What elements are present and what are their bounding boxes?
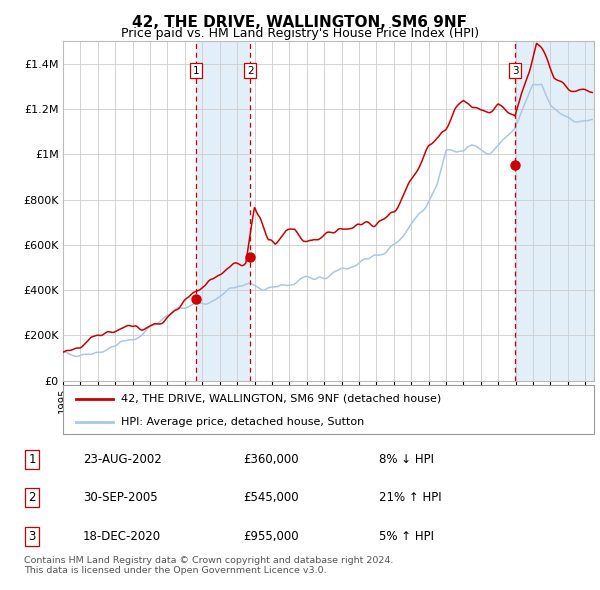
Text: 42, THE DRIVE, WALLINGTON, SM6 9NF: 42, THE DRIVE, WALLINGTON, SM6 9NF [133, 15, 467, 30]
Text: £545,000: £545,000 [244, 491, 299, 504]
Text: 23-AUG-2002: 23-AUG-2002 [83, 453, 161, 466]
Bar [196, 41, 250, 381]
Text: 18-DEC-2020: 18-DEC-2020 [83, 530, 161, 543]
FancyBboxPatch shape [63, 385, 594, 434]
Text: 21% ↑ HPI: 21% ↑ HPI [379, 491, 442, 504]
Text: 1: 1 [193, 65, 199, 76]
Text: £360,000: £360,000 [244, 453, 299, 466]
Text: Price paid vs. HM Land Registry's House Price Index (HPI): Price paid vs. HM Land Registry's House … [121, 27, 479, 40]
Bar [515, 41, 594, 381]
Text: £955,000: £955,000 [244, 530, 299, 543]
Text: 3: 3 [28, 530, 36, 543]
Text: Contains HM Land Registry data © Crown copyright and database right 2024.
This d: Contains HM Land Registry data © Crown c… [24, 556, 394, 575]
Text: HPI: Average price, detached house, Sutton: HPI: Average price, detached house, Sutt… [121, 417, 365, 427]
Text: 42, THE DRIVE, WALLINGTON, SM6 9NF (detached house): 42, THE DRIVE, WALLINGTON, SM6 9NF (deta… [121, 394, 442, 404]
Text: 3: 3 [512, 65, 518, 76]
Text: 8% ↓ HPI: 8% ↓ HPI [379, 453, 434, 466]
Text: 30-SEP-2005: 30-SEP-2005 [83, 491, 157, 504]
Text: 2: 2 [247, 65, 253, 76]
Text: 1: 1 [28, 453, 36, 466]
Text: 5% ↑ HPI: 5% ↑ HPI [379, 530, 434, 543]
Text: 2: 2 [28, 491, 36, 504]
